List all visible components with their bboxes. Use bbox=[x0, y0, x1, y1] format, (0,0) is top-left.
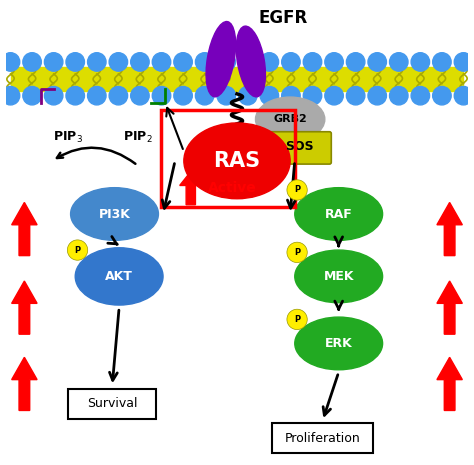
Text: Active: Active bbox=[208, 181, 257, 195]
Ellipse shape bbox=[295, 317, 383, 370]
Text: EGFR: EGFR bbox=[259, 8, 308, 27]
FancyArrow shape bbox=[437, 281, 462, 334]
Circle shape bbox=[346, 53, 365, 71]
Text: RAS: RAS bbox=[213, 151, 261, 171]
Circle shape bbox=[131, 53, 149, 71]
Text: Proliferation: Proliferation bbox=[284, 432, 360, 445]
FancyArrow shape bbox=[12, 357, 37, 411]
Ellipse shape bbox=[236, 26, 265, 97]
Circle shape bbox=[195, 53, 214, 71]
Circle shape bbox=[217, 53, 236, 71]
Circle shape bbox=[325, 53, 343, 71]
Text: ERK: ERK bbox=[325, 337, 353, 350]
Circle shape bbox=[174, 53, 192, 71]
Circle shape bbox=[368, 53, 386, 71]
Ellipse shape bbox=[295, 188, 383, 240]
Circle shape bbox=[390, 53, 408, 71]
Text: P: P bbox=[294, 315, 300, 324]
Ellipse shape bbox=[184, 123, 290, 199]
Ellipse shape bbox=[206, 21, 236, 97]
Circle shape bbox=[287, 180, 307, 200]
Ellipse shape bbox=[255, 97, 325, 141]
Circle shape bbox=[45, 53, 63, 71]
Ellipse shape bbox=[295, 250, 383, 303]
Text: Survival: Survival bbox=[87, 397, 137, 410]
Circle shape bbox=[433, 86, 451, 105]
Circle shape bbox=[109, 53, 128, 71]
Circle shape bbox=[67, 240, 88, 260]
Circle shape bbox=[131, 86, 149, 105]
Ellipse shape bbox=[75, 248, 163, 305]
Text: P: P bbox=[74, 246, 81, 254]
FancyArrow shape bbox=[180, 172, 202, 205]
Circle shape bbox=[260, 53, 279, 71]
Circle shape bbox=[303, 86, 322, 105]
Circle shape bbox=[174, 86, 192, 105]
Circle shape bbox=[411, 53, 429, 71]
Circle shape bbox=[23, 86, 41, 105]
FancyArrow shape bbox=[12, 281, 37, 334]
Bar bbox=[161, 110, 295, 207]
Circle shape bbox=[287, 242, 307, 263]
Circle shape bbox=[23, 53, 41, 71]
Circle shape bbox=[1, 86, 20, 105]
Bar bbox=[68, 388, 156, 418]
Bar bbox=[272, 423, 374, 453]
Ellipse shape bbox=[71, 188, 158, 240]
Text: MEK: MEK bbox=[323, 270, 354, 283]
Text: PIP$_3$: PIP$_3$ bbox=[53, 130, 83, 145]
Text: GRB2: GRB2 bbox=[273, 114, 307, 124]
Text: SOS: SOS bbox=[285, 140, 314, 153]
Circle shape bbox=[109, 86, 128, 105]
Text: P: P bbox=[294, 248, 300, 257]
Circle shape bbox=[217, 86, 236, 105]
Circle shape bbox=[66, 86, 84, 105]
Circle shape bbox=[238, 53, 257, 71]
Circle shape bbox=[152, 53, 171, 71]
Circle shape bbox=[325, 86, 343, 105]
Circle shape bbox=[390, 86, 408, 105]
Circle shape bbox=[1, 53, 20, 71]
Circle shape bbox=[152, 86, 171, 105]
FancyArrow shape bbox=[12, 202, 37, 256]
Circle shape bbox=[66, 53, 84, 71]
Circle shape bbox=[88, 86, 106, 105]
Circle shape bbox=[88, 53, 106, 71]
Circle shape bbox=[368, 86, 386, 105]
Circle shape bbox=[260, 86, 279, 105]
Text: PIP$_2$: PIP$_2$ bbox=[123, 130, 153, 145]
Circle shape bbox=[45, 86, 63, 105]
Circle shape bbox=[238, 86, 257, 105]
Circle shape bbox=[287, 309, 307, 330]
FancyArrow shape bbox=[437, 357, 462, 411]
Text: P: P bbox=[294, 186, 300, 194]
Circle shape bbox=[282, 86, 300, 105]
Circle shape bbox=[346, 86, 365, 105]
Circle shape bbox=[195, 86, 214, 105]
Circle shape bbox=[303, 53, 322, 71]
Bar bbox=[10, 66, 464, 91]
FancyBboxPatch shape bbox=[267, 132, 331, 164]
Text: PI3K: PI3K bbox=[99, 207, 130, 220]
Circle shape bbox=[433, 53, 451, 71]
FancyArrow shape bbox=[437, 202, 462, 256]
Circle shape bbox=[282, 53, 300, 71]
Circle shape bbox=[454, 86, 473, 105]
Circle shape bbox=[411, 86, 429, 105]
Circle shape bbox=[454, 53, 473, 71]
Text: RAF: RAF bbox=[325, 207, 353, 220]
Text: AKT: AKT bbox=[105, 270, 133, 283]
